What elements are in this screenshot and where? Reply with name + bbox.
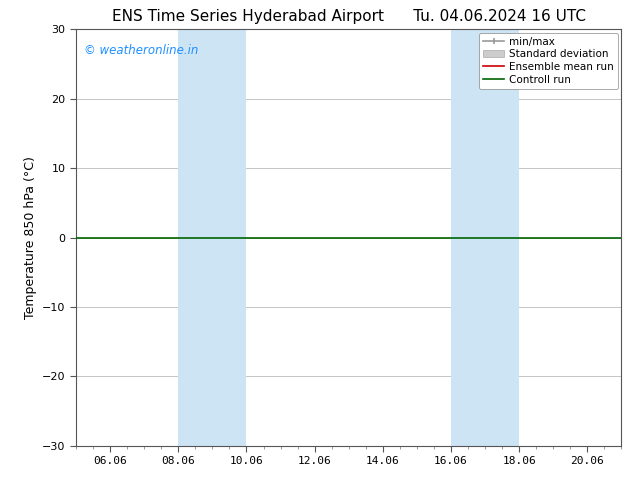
Bar bbox=[178, 29, 247, 446]
Bar bbox=[451, 29, 519, 446]
Text: © weatheronline.in: © weatheronline.in bbox=[84, 44, 198, 57]
Y-axis label: Temperature 850 hPa (°C): Temperature 850 hPa (°C) bbox=[23, 156, 37, 319]
Legend: min/max, Standard deviation, Ensemble mean run, Controll run: min/max, Standard deviation, Ensemble me… bbox=[479, 32, 618, 89]
Title: ENS Time Series Hyderabad Airport      Tu. 04.06.2024 16 UTC: ENS Time Series Hyderabad Airport Tu. 04… bbox=[112, 9, 586, 24]
